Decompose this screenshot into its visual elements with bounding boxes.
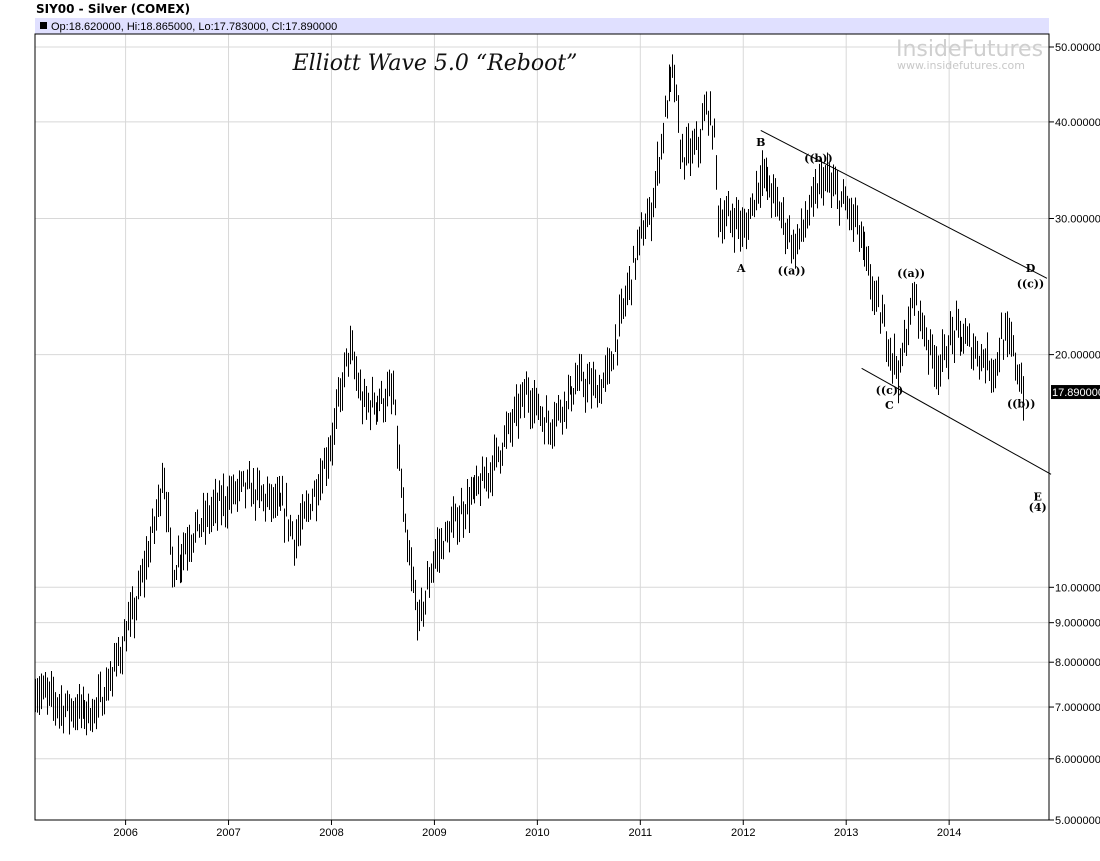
x-tick-label: 2010 (525, 827, 549, 839)
wave-label: ((c)) (1017, 278, 1045, 291)
lower-channel-line (861, 367, 1052, 475)
wave-label: ((a)) (778, 264, 806, 277)
wave-label: A (736, 262, 746, 275)
watermark-url: www.insidefutures.com (897, 59, 1025, 72)
y-tick-label: 7.000000 (1055, 702, 1100, 714)
trendlines (760, 129, 1052, 475)
wave-label: ((b)) (804, 152, 833, 165)
x-tick-label: 2014 (937, 827, 961, 839)
y-tick-label: 9.000000 (1055, 618, 1100, 630)
x-tick-label: 2012 (731, 827, 755, 839)
last-price-label: 17.890000 (1052, 387, 1100, 399)
last-price-badge (1051, 385, 1100, 400)
upper-channel-line (760, 129, 1048, 279)
x-tick-label: 2011 (628, 827, 652, 839)
y-tick-label: 30.000000 (1055, 213, 1100, 225)
y-tick-label: 8.000000 (1055, 657, 1100, 669)
legend-square-icon (40, 22, 47, 29)
y-tick-label: 40.000000 (1055, 117, 1100, 129)
x-tick-label: 2007 (216, 827, 240, 839)
chart-header-title: SIY00 - Silver (COMEX) (36, 2, 190, 16)
wave-label: ((a)) (897, 267, 925, 280)
wave-annotations: A B ((b)) ((a)) ((a)) D ((c)) ((c)) C ((b)) E(4) (736, 136, 1047, 514)
wave-label: E (1033, 491, 1041, 504)
ohlc-readout: Op:18.620000, Hi:18.865000, Lo:17.783000… (51, 21, 337, 33)
x-axis: 2006 2007 2008 2009 2010 2011 2012 2013 2014 (113, 820, 961, 839)
y-tick-label: 10.000000 (1055, 582, 1100, 594)
wave-label: B (756, 136, 765, 149)
wave-label: ((b)) (1007, 397, 1036, 410)
y-tick-label: 6.000000 (1055, 754, 1100, 766)
y-tick-label: 20.000000 (1055, 350, 1100, 362)
y-axis: 50.000000 40.000000 30.000000 20.000000 10.0… (1049, 42, 1100, 827)
x-tick-label: 2008 (319, 827, 343, 839)
wave-label: D (1026, 262, 1036, 275)
plot-frame (34, 33, 1050, 821)
watermark: InsideFutures www.insidefutures.com (896, 37, 1043, 72)
x-tick-label: 2009 (422, 827, 446, 839)
watermark-brand: InsideFutures (896, 37, 1043, 62)
ohlc-info-bar (35, 18, 1049, 34)
y-tick-label: 50.000000 (1055, 42, 1100, 54)
wave-label: (4) (1029, 501, 1047, 514)
chart-title: Elliott Wave 5.0 “Reboot” (292, 51, 578, 76)
wave-label: ((c)) (876, 384, 904, 397)
wave-label: C (885, 399, 894, 412)
grid (35, 34, 1049, 820)
x-tick-label: 2006 (113, 827, 137, 839)
y-tick-label: 5.000000 (1055, 815, 1100, 827)
x-tick-label: 2013 (834, 827, 858, 839)
